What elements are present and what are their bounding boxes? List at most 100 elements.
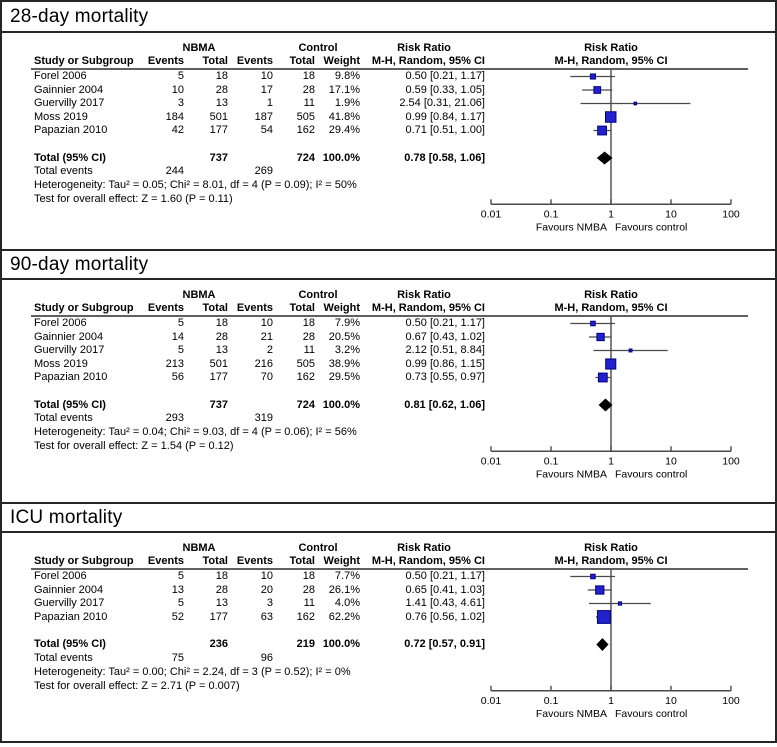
col-header-study: Study or Subgroup — [34, 301, 134, 314]
nbma-total: 13 — [215, 344, 228, 356]
nbma-total: 177 — [209, 610, 228, 623]
plot-header-rr-ci: M-H, Random, 95% CI — [554, 301, 668, 314]
x-axis-tick-label: 100 — [722, 455, 740, 467]
study-weight: 29.5% — [328, 371, 360, 383]
col-header-nbma-events: Events — [147, 554, 184, 567]
forest-content: NBMA Control Risk Ratio Risk Ratio Study or … — [2, 280, 775, 502]
study-rr-ci: 0.73 [0.55, 0.97] — [405, 371, 485, 383]
nbma-events: 3 — [177, 97, 184, 109]
study-rr-ci: 0.99 [0.86, 1.15] — [405, 357, 485, 370]
col-header-study: Study or Subgroup — [34, 554, 134, 567]
total-events-control: 269 — [254, 165, 273, 178]
study-name: Forel 2006 — [34, 570, 87, 582]
section-title: 90-day mortality — [10, 253, 149, 275]
control-events: 3 — [266, 597, 273, 609]
heterogeneity-text: Heterogeneity: Tau² = 0.00; Chi² = 2.24,… — [34, 665, 351, 678]
effect-square — [605, 111, 617, 123]
total-control: 724 — [296, 151, 315, 164]
study-name: Moss 2019 — [34, 357, 88, 370]
x-axis-tick-label: 0.1 — [544, 455, 559, 467]
col-group-risk-ratio: Risk Ratio — [397, 41, 451, 54]
x-axis-tick-label: 1 — [608, 455, 614, 467]
col-header-rr-ci: M-H, Random, 95% CI — [371, 554, 485, 567]
col-group-nbma: NBMA — [182, 41, 216, 54]
study-name: Papazian 2010 — [34, 610, 108, 623]
total-nbma: 737 — [209, 398, 228, 411]
plot-header-rr-ci: M-H, Random, 95% CI — [554, 554, 668, 567]
nbma-events: 184 — [165, 110, 184, 123]
total-rr-ci: 0.78 [0.58, 1.06] — [404, 151, 485, 164]
study-rr-ci: 0.71 [0.51, 1.00] — [405, 124, 485, 136]
study-weight: 1.9% — [334, 97, 360, 109]
col-header-control-total: Total — [289, 54, 315, 67]
col-header-weight: Weight — [323, 554, 360, 567]
section-title-bar: ICU mortality — [2, 502, 775, 533]
nbma-total: 18 — [215, 317, 228, 329]
pooled-diamond — [598, 398, 613, 412]
control-events: 54 — [260, 124, 273, 136]
heterogeneity-text: Heterogeneity: Tau² = 0.04; Chi² = 9.03,… — [34, 426, 357, 439]
col-group-control: Control — [298, 288, 338, 301]
plot-header-risk-ratio: Risk Ratio — [584, 41, 638, 54]
nbma-events: 5 — [177, 344, 184, 356]
col-header-nbma-events: Events — [147, 54, 184, 67]
forest-content: NBMA Control Risk Ratio Risk Ratio Study or … — [2, 533, 775, 741]
col-group-control: Control — [298, 541, 338, 554]
forest-section-3: ICU mortality NBMA Control Risk Ratio Risk R… — [2, 502, 775, 741]
col-header-control-events: Events — [236, 301, 273, 314]
study-rr-ci: 2.12 [0.51, 8.84] — [405, 344, 485, 356]
total-events-label: Total events — [34, 651, 93, 664]
control-events: 17 — [260, 83, 273, 96]
study-name: Guervilly 2017 — [34, 344, 105, 356]
control-total: 162 — [296, 124, 315, 136]
col-header-nbma-total: Total — [202, 554, 228, 567]
control-events: 216 — [254, 357, 273, 370]
plot-header-risk-ratio: Risk Ratio — [584, 541, 638, 554]
nbma-events: 5 — [177, 570, 184, 582]
study-rr-ci: 0.67 [0.43, 1.02] — [405, 330, 485, 343]
study-rr-ci: 0.65 [0.41, 1.03] — [405, 583, 485, 596]
control-total: 18 — [302, 70, 315, 82]
nbma-total: 177 — [209, 124, 228, 136]
x-axis-tick-label: 0.01 — [481, 455, 502, 467]
x-axis-tick-label: 1 — [608, 208, 614, 220]
nbma-total: 177 — [209, 371, 228, 383]
nbma-total: 28 — [215, 583, 228, 596]
x-axis-tick-label: 0.1 — [544, 695, 559, 707]
total-label: Total (95% CI) — [34, 398, 106, 411]
x-axis-tick-label: 0.01 — [481, 695, 502, 707]
favours-right-label: Favours control — [615, 221, 687, 233]
total-label: Total (95% CI) — [34, 151, 106, 164]
col-header-control-total: Total — [289, 301, 315, 314]
study-name: Forel 2006 — [34, 317, 87, 329]
control-total: 28 — [302, 83, 315, 96]
nbma-events: 56 — [171, 371, 184, 383]
nbma-total: 18 — [215, 570, 228, 582]
favours-right-label: Favours control — [615, 708, 687, 720]
total-weight: 100.0% — [322, 638, 360, 650]
study-weight: 7.7% — [334, 570, 360, 582]
control-total: 162 — [296, 610, 315, 623]
x-axis-tick-label: 10 — [665, 455, 677, 467]
total-events-control: 96 — [260, 651, 273, 664]
nbma-events: 5 — [177, 317, 184, 329]
study-rr-ci: 1.41 [0.43, 4.61] — [405, 597, 485, 609]
study-weight: 29.4% — [328, 124, 360, 136]
forest-section-2: 90-day mortality NBMA Control Risk Ratio Ris… — [2, 249, 775, 502]
pooled-diamond — [596, 638, 609, 651]
x-axis-tick-label: 100 — [722, 208, 740, 220]
x-axis-tick-label: 1 — [608, 695, 614, 707]
nbma-total: 28 — [215, 83, 228, 96]
nbma-events: 14 — [171, 330, 184, 343]
control-total: 11 — [303, 597, 315, 609]
section-title-bar: 90-day mortality — [2, 249, 775, 280]
study-name: Guervilly 2017 — [34, 597, 105, 609]
study-weight: 9.8% — [334, 70, 360, 82]
col-header-control-events: Events — [236, 54, 273, 67]
control-events: 21 — [260, 330, 273, 343]
effect-square — [605, 358, 617, 370]
section-title: 28-day mortality — [10, 5, 149, 27]
study-weight: 62.2% — [328, 610, 360, 623]
study-rr-ci: 0.50 [0.21, 1.17] — [405, 317, 485, 329]
